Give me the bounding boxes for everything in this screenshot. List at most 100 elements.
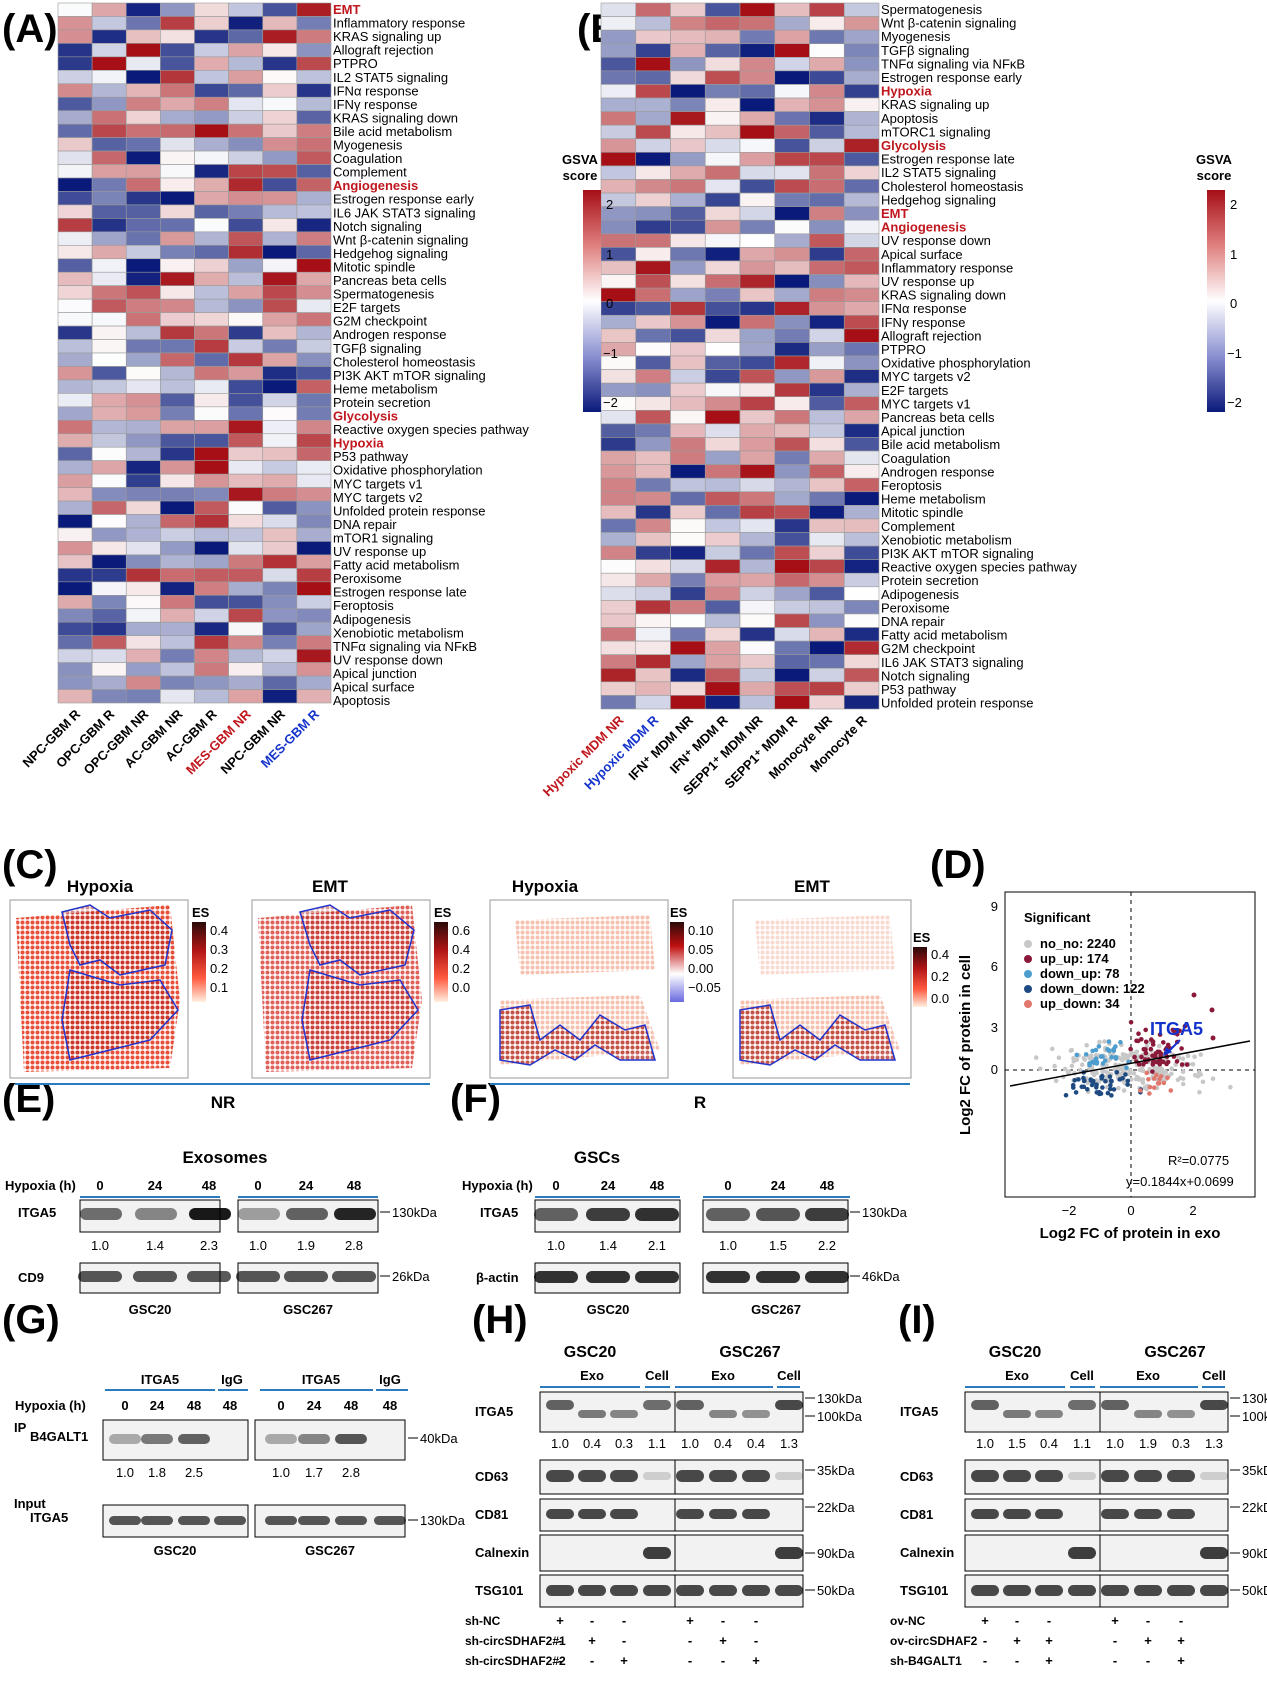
gsva-tick: 0 [606, 296, 613, 311]
heatmap-cell [704, 491, 741, 506]
heatmap-cell [194, 231, 229, 246]
blot-text: 48 [383, 1398, 397, 1413]
heatmap-cell [635, 314, 671, 330]
heatmap-cell [635, 179, 671, 194]
heatmap-cell [57, 541, 93, 556]
heatmap-cell [296, 110, 332, 125]
scatter-point [1087, 1062, 1092, 1068]
panel-title: Exosomes [182, 1148, 267, 1167]
heatmap-cell [635, 681, 671, 696]
heatmap-cell [704, 667, 741, 683]
protein-band [709, 1470, 737, 1482]
heatmap-cell [704, 627, 741, 642]
heatmap-cell [600, 654, 637, 669]
heatmap-cell [296, 406, 332, 421]
heatmap-cell [57, 608, 93, 623]
heatmap-cell [262, 29, 298, 44]
protein-band [1200, 1472, 1228, 1480]
heatmap-cell [670, 695, 706, 710]
heatmap-cell [843, 179, 880, 194]
protein-band [676, 1509, 704, 1519]
heatmap-cell [774, 695, 810, 710]
blot-text: ITGA5 [900, 1404, 938, 1419]
protein-band [971, 1470, 999, 1482]
heatmap-cell [57, 177, 93, 192]
blot-text: + [1177, 1633, 1185, 1648]
blot-text: 48 [187, 1398, 201, 1413]
scatter-point [1105, 1090, 1111, 1096]
heatmap-cell [809, 396, 845, 411]
heatmap-cell [125, 70, 161, 85]
heatmap-cell [125, 689, 161, 704]
heatmap-cell [843, 559, 880, 574]
heatmap-cell [125, 595, 161, 610]
kda-marker: 130kDa [862, 1205, 908, 1220]
heatmap-cell [635, 640, 671, 655]
heatmap-cell [809, 627, 845, 642]
heatmap-cell [57, 339, 93, 354]
heatmap-cell [739, 165, 776, 180]
heatmap-row-label: Hypoxia [333, 436, 384, 451]
heatmap-cell [739, 124, 776, 140]
quantification-value: 1.9 [1139, 1436, 1157, 1451]
protein-band [189, 1208, 231, 1220]
heatmap-cell [774, 152, 810, 167]
gsva-tick: −1 [1227, 346, 1242, 361]
heatmap-cell [125, 662, 161, 677]
heatmap-row-label: EMT [333, 2, 361, 17]
scatter-point [1076, 1077, 1081, 1082]
heatmap-cell [600, 532, 637, 547]
heatmap-cell [809, 111, 845, 126]
scatter-point [1078, 1067, 1083, 1073]
heatmap-cell [262, 554, 298, 569]
heatmap-cell [600, 586, 637, 601]
blot-text: GSC267 [305, 1543, 355, 1558]
heatmap-cell [774, 301, 810, 316]
heatmap-cell [635, 477, 671, 493]
quantification-value: 2.2 [818, 1238, 836, 1253]
heatmap-cell [635, 57, 671, 72]
protein-band [1200, 1585, 1228, 1596]
blot-text: B4GALT1 [30, 1429, 88, 1444]
heatmap-cell [809, 16, 845, 31]
es-label: ES [192, 905, 210, 920]
heatmap-cell [57, 473, 93, 488]
heatmap-cell [262, 420, 298, 435]
scatter-point [1053, 1078, 1059, 1084]
heatmap-row-label: Angiogenesis [333, 178, 418, 193]
heatmap-cell [774, 70, 810, 85]
heatmap-cell [262, 43, 298, 58]
heatmap-cell [774, 287, 810, 302]
heatmap-cell [704, 97, 741, 112]
blot-text: - [590, 1613, 594, 1628]
heatmap-cell [843, 518, 880, 533]
heatmap-cell [600, 152, 637, 167]
heatmap-cell [194, 218, 229, 233]
heatmap-row-label: IFNα response [881, 301, 967, 316]
heatmap-row-label: Bile acid metabolism [333, 124, 452, 139]
scatter-point [1096, 1044, 1102, 1049]
heatmap-cell [843, 57, 880, 72]
input-label: Input [14, 1496, 46, 1511]
heatmap-cell [228, 608, 264, 623]
heatmap-cell [57, 393, 93, 408]
scatter-point [1037, 1066, 1043, 1072]
heatmap-cell [228, 352, 264, 367]
heatmap-cell [91, 473, 127, 488]
heatmap-cell [635, 16, 671, 31]
heatmap-row-label: KRAS signaling up [881, 97, 989, 112]
heatmap-cell [600, 97, 637, 112]
heatmap-cell [704, 16, 741, 31]
blot-text: CD63 [475, 1469, 508, 1484]
heatmap-cell [739, 518, 776, 533]
heatmap-cell [160, 352, 195, 367]
scatter-point [1132, 1054, 1137, 1060]
heatmap-cell [635, 84, 671, 99]
heatmap-cell [160, 689, 195, 704]
heatmap-cell [704, 559, 741, 574]
heatmap-row-label: Apical surface [333, 680, 415, 695]
quantification-value: 2.3 [200, 1238, 218, 1253]
heatmap-cell [843, 627, 880, 642]
protein-band [578, 1585, 606, 1596]
heatmap-cell [262, 312, 298, 327]
